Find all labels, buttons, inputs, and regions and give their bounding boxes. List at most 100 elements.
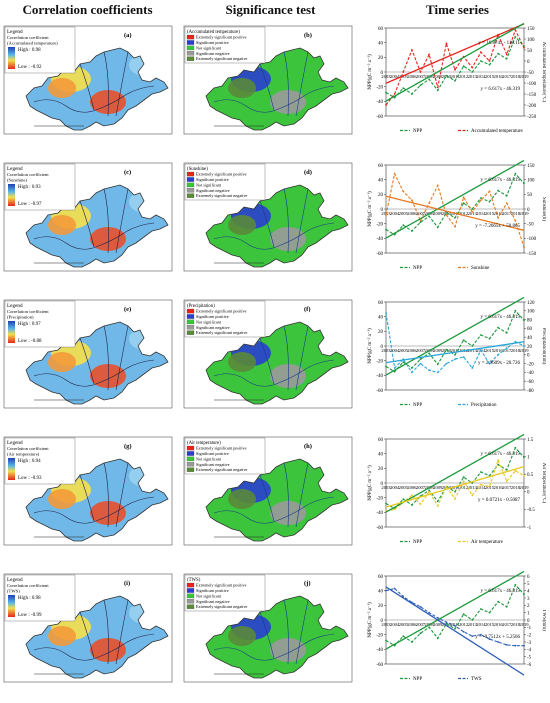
- y-tick-label: -60: [376, 663, 383, 668]
- map-patch: [228, 78, 256, 98]
- trend-equation: y = 0.0721x - 0.5087: [478, 498, 520, 503]
- series-point: [410, 494, 413, 497]
- series-point: [488, 190, 491, 193]
- map-patch: [48, 489, 76, 509]
- trend-line: [385, 23, 525, 84]
- series-point: [497, 459, 500, 462]
- y2-tick-label: -40: [527, 371, 534, 376]
- legend-item: Extremely significant negative: [196, 467, 248, 472]
- river-line: [33, 222, 155, 250]
- x-tick-label: 2015: [485, 622, 495, 627]
- header-significance: Significance test: [225, 2, 316, 17]
- legend-item: Extremely significant negative: [196, 193, 248, 198]
- series-point: [419, 84, 422, 87]
- x-tick-label: 2017: [502, 211, 512, 216]
- trend-line: [385, 159, 525, 239]
- legend-title: Legend: [7, 29, 23, 35]
- legend-label: Precipitation: [471, 403, 497, 408]
- river-line: [259, 63, 275, 111]
- legend-subtitle: Correlation coefficient: [7, 446, 49, 451]
- river-line: [295, 599, 309, 665]
- legend-low: Low : -0.93: [18, 476, 42, 481]
- x-tick-label: 2009: [433, 348, 443, 353]
- legend-variable: (Sunshine): [187, 167, 208, 172]
- legend-swatch: [186, 604, 195, 609]
- series-point: [505, 644, 508, 646]
- basin-outline: [205, 184, 349, 268]
- x-tick-label: 2009: [433, 622, 443, 627]
- legend-swatch: [186, 599, 195, 604]
- series-point: [385, 104, 387, 106]
- series-point: [419, 605, 422, 608]
- series-point: [454, 225, 456, 228]
- series-point: [514, 469, 517, 472]
- river-line: [103, 188, 109, 254]
- y2-tick-label: 100: [527, 38, 535, 43]
- series-point: [497, 353, 500, 356]
- x-tick-label: 2004: [390, 211, 400, 216]
- legend-box: [4, 574, 76, 622]
- y-axis-label: NPP(gC m⁻² a⁻¹): [367, 54, 373, 90]
- significance-legend: (Air temperature)Extremely significant p…: [184, 437, 266, 475]
- series-point: [514, 644, 517, 647]
- series-point: [488, 337, 491, 340]
- y2-axis-label: Precipitation(mm): [541, 328, 546, 365]
- y2-tick-label: 0: [527, 354, 530, 359]
- series-point: [471, 619, 474, 621]
- series-point: [514, 219, 517, 222]
- x-tick-label: 2006: [407, 485, 417, 490]
- y-tick-label: 60: [378, 27, 384, 32]
- series-point: [514, 309, 517, 312]
- river-line: [295, 51, 309, 117]
- y-tick-label: 40: [378, 589, 384, 594]
- legend-label: Air temperature: [471, 540, 504, 545]
- y-tick-label: 20: [378, 330, 384, 335]
- series-point: [479, 471, 482, 473]
- legend-swatch: [186, 171, 195, 177]
- series-point: [445, 348, 448, 351]
- series-point: [462, 613, 465, 616]
- y-tick-label: -60: [376, 252, 383, 257]
- x-tick-label: 2017: [502, 485, 512, 490]
- legend-box: [4, 300, 76, 348]
- series-point: [385, 589, 387, 592]
- series-point: [385, 228, 387, 231]
- x-tick-label: 2007: [416, 74, 426, 79]
- series-point: [471, 345, 474, 347]
- legend-subtitle: Correlation coefficient: [7, 309, 49, 314]
- legend-item: Extremely significant negative: [196, 330, 248, 335]
- series-point: [385, 213, 387, 216]
- significance-map-d: (Sunshine)Extremely significant positive…: [183, 162, 353, 272]
- basin-outline: [205, 595, 349, 679]
- series-point: [505, 605, 508, 608]
- series-point: [505, 480, 508, 483]
- time-series-chart-2: -60-40-200204060-150-100-500501001502003…: [367, 159, 546, 271]
- series-point: [428, 352, 431, 355]
- series-point: [419, 358, 422, 361]
- x-tick-label: 2009: [433, 211, 443, 216]
- y-tick-label: 20: [378, 604, 384, 609]
- series-point: [454, 216, 456, 219]
- river-line: [283, 51, 289, 117]
- legend-box: [184, 163, 266, 201]
- legend-low: Low : -0.97: [18, 202, 42, 207]
- series-point: [479, 483, 482, 486]
- legend-item: Extremely significant positive: [196, 583, 247, 588]
- series-point: [479, 334, 482, 336]
- river-line: [283, 462, 289, 528]
- river-line: [295, 188, 309, 254]
- legend-variable: (Precipitation): [187, 304, 215, 309]
- x-tick-label: 2014: [476, 622, 486, 627]
- y-tick-label: -20: [376, 359, 383, 364]
- significance-legend: (TWS)Extremely significant positiveSigni…: [184, 574, 266, 612]
- series-point: [523, 319, 525, 322]
- y2-tick-label: -1: [527, 626, 532, 631]
- y-tick-label: 40: [378, 452, 384, 457]
- significance-map-j: (TWS)Extremely significant positiveSigni…: [183, 573, 353, 683]
- river-line: [283, 599, 289, 665]
- map-patch: [228, 352, 256, 372]
- legend-high: High : 0.94: [18, 459, 41, 464]
- legend-high: High : 0.97: [18, 322, 41, 327]
- legend-high: High : 0.93: [18, 185, 41, 190]
